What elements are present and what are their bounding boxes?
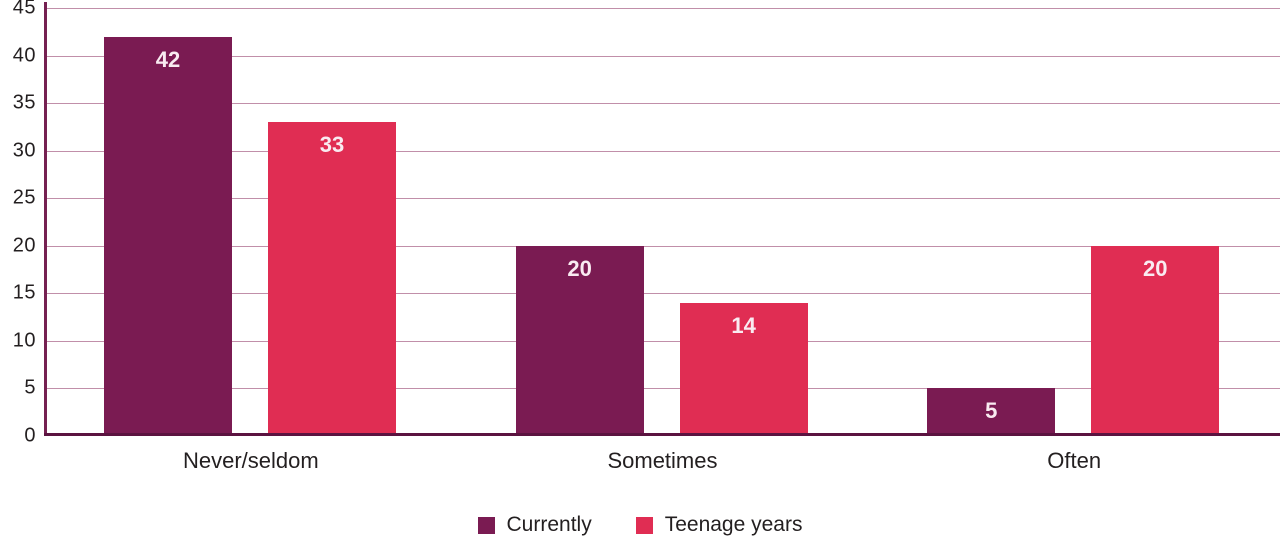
gridline-30 xyxy=(45,150,1280,152)
y-tick-label-15: 15 xyxy=(12,281,36,304)
y-tick-label-10: 10 xyxy=(12,329,36,352)
bar-value-label: 42 xyxy=(155,46,181,72)
gridline-35 xyxy=(45,103,1280,105)
gridline-40 xyxy=(45,55,1280,57)
bar-teenage-years-never-seldom: 33 xyxy=(267,122,396,436)
bar-currently-sometimes: 20 xyxy=(515,245,644,436)
y-tick-label-30: 30 xyxy=(12,139,36,162)
x-tick-label-often: Often xyxy=(1047,448,1102,473)
y-tick-label-25: 25 xyxy=(12,186,36,209)
bar-group-often: 5 20 xyxy=(868,8,1280,436)
y-axis-line xyxy=(44,2,47,436)
gridline-20 xyxy=(45,245,1280,247)
bar-currently-often: 5 xyxy=(927,388,1056,436)
bar-value-label: 20 xyxy=(1143,255,1168,281)
bar-value-label: 14 xyxy=(731,312,756,338)
x-axis-line xyxy=(44,433,1280,436)
y-tick-label-5: 5 xyxy=(24,376,36,399)
gridline-10 xyxy=(45,340,1280,342)
x-axis-labels: Never/seldom Sometimes Often xyxy=(45,448,1280,478)
legend: Currently Teenage years xyxy=(0,513,1280,537)
gridline-15 xyxy=(45,293,1280,295)
bar-teenage-years-sometimes: 14 xyxy=(679,302,808,436)
bar-teenage-years-often: 20 xyxy=(1091,245,1220,436)
bar-group-sometimes: 20 14 xyxy=(457,8,869,436)
x-tick-label-never-seldom: Never/seldom xyxy=(182,448,319,473)
bar-group-never-seldom: 42 33 xyxy=(45,8,457,436)
legend-item-teenage-years: Teenage years xyxy=(635,513,803,537)
bar-value-label: 20 xyxy=(567,255,592,281)
legend-swatch-currently xyxy=(477,516,495,534)
plot-area: 42 33 20 14 5 20 xyxy=(45,8,1280,436)
y-tick-label-45: 45 xyxy=(12,0,36,19)
legend-label: Currently xyxy=(506,513,592,536)
bar-value-label: 33 xyxy=(319,132,345,158)
gridline-25 xyxy=(45,198,1280,200)
gridline-45 xyxy=(45,8,1280,9)
y-tick-label-0: 0 xyxy=(24,424,36,447)
bar-currently-never-seldom: 42 xyxy=(103,36,232,436)
legend-swatch-teenage-years xyxy=(635,516,653,534)
y-tick-label-35: 35 xyxy=(12,91,36,114)
y-tick-label-40: 40 xyxy=(12,44,36,67)
y-axis-labels: 0 5 10 15 20 25 30 35 40 45 xyxy=(0,0,36,447)
y-tick-label-20: 20 xyxy=(12,234,36,257)
legend-item-currently: Currently xyxy=(477,513,592,537)
legend-label: Teenage years xyxy=(664,513,803,536)
x-tick-label-sometimes: Sometimes xyxy=(607,448,718,473)
bar-value-label: 5 xyxy=(985,398,998,424)
gridline-5 xyxy=(45,388,1280,390)
